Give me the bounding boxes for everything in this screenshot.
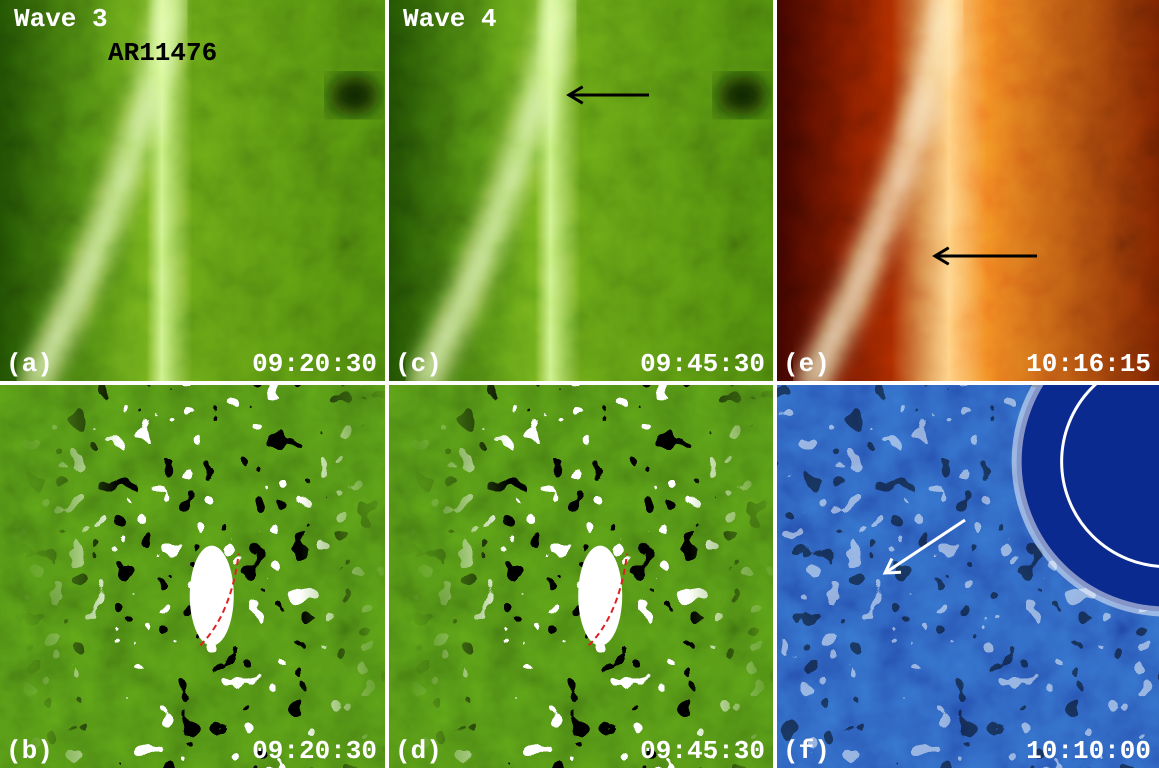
panel-label: (c) (395, 349, 442, 379)
panel-title: Wave 4 (403, 4, 497, 34)
panel-label: (d) (395, 736, 442, 766)
region-label: AR11476 (108, 38, 217, 68)
sunspot (717, 75, 767, 115)
panel-label: (b) (6, 736, 53, 766)
timestamp: 09:45:30 (640, 736, 765, 766)
panel: (c) 09:45:30 Wave 4 (389, 0, 773, 391)
panel-label: (e) (783, 349, 830, 379)
texture (389, 0, 773, 381)
timestamp: 09:45:30 (640, 349, 765, 379)
panel-label: (f) (783, 736, 830, 766)
panel: (b) 09:20:30 (0, 385, 385, 768)
bright-front (190, 546, 234, 646)
panel: (e) 10:16:15 (777, 0, 1159, 391)
texture (777, 0, 1159, 381)
timestamp: 09:20:30 (252, 736, 377, 766)
panel-title: Wave 3 (14, 4, 108, 34)
panel-label: (a) (6, 349, 53, 379)
bright-front (578, 546, 622, 646)
figure: (a) 09:20:30 Wave 3AR11476 (c) 09:45:30 Wave … (0, 0, 1159, 768)
sunspot (329, 75, 379, 115)
page: (a) 09:20:30 Wave 3AR11476 (c) 09:45:30 Wave … (0, 0, 1159, 768)
timestamp: 10:10:00 (1026, 736, 1151, 766)
timestamp: 09:20:30 (252, 349, 377, 379)
timestamp: 10:16:15 (1026, 349, 1151, 379)
panel: (d) 09:45:30 (389, 385, 773, 768)
